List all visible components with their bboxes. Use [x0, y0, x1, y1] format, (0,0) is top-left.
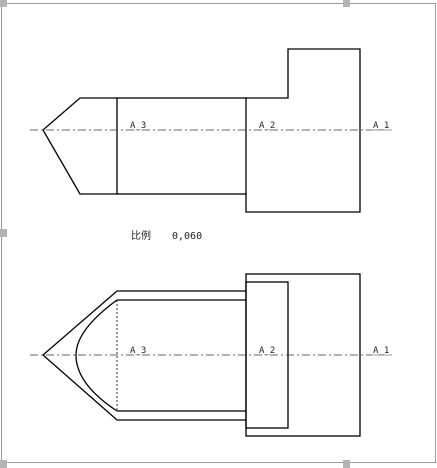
top-label-a2: A_2 — [259, 121, 275, 131]
top-head-outline — [245, 48, 361, 213]
top-label-a1: A_1 — [373, 121, 389, 131]
resize-handle-top-left[interactable] — [0, 0, 7, 7]
bottom-inner-cone-cavity — [75, 299, 118, 412]
bottom-label-a2: A_2 — [259, 346, 275, 356]
resize-handle-top-center[interactable] — [343, 0, 350, 7]
resize-handle-bottom-left[interactable] — [0, 460, 7, 468]
top-view — [42, 48, 361, 213]
bottom-label-a3: A_3 — [130, 346, 146, 356]
canvas-frame — [1, 3, 436, 463]
bottom-label-a1: A_1 — [373, 346, 389, 356]
scale-label: 比例 — [131, 229, 151, 242]
top-label-a3: A_3 — [130, 121, 146, 131]
top-cone-outline — [42, 97, 117, 195]
scale-value: 0,060 — [172, 231, 202, 242]
resize-handle-bottom-center[interactable] — [343, 460, 350, 468]
top-body — [116, 97, 247, 195]
resize-handle-middle-left[interactable] — [0, 229, 7, 237]
